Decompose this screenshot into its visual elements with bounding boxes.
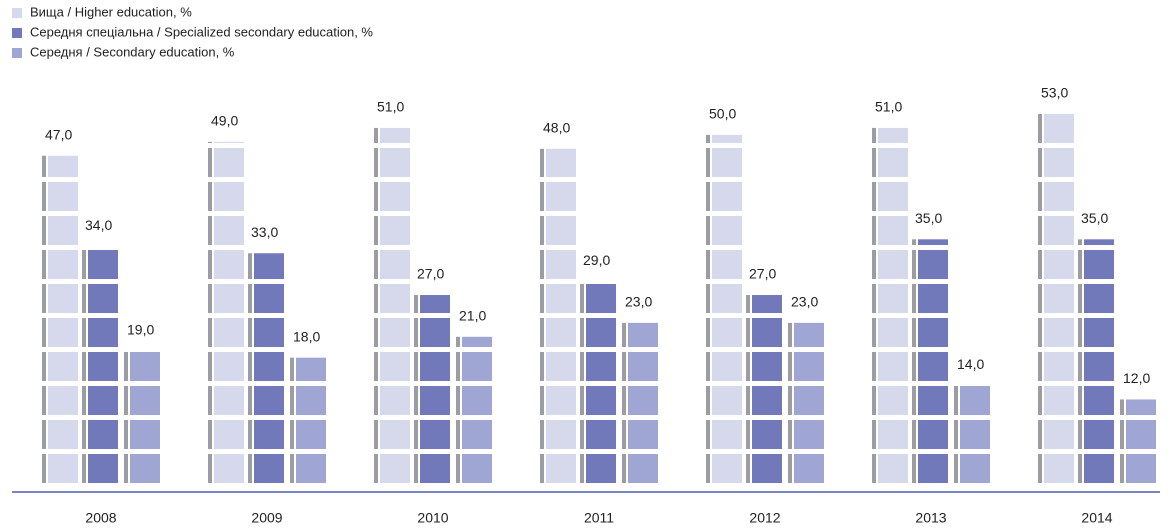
bar: [1078, 239, 1114, 483]
legend-label: Середня / Secondary education, %: [30, 44, 235, 59]
x-tick-label: 2014: [1081, 510, 1112, 526]
x-tick-label: 2008: [85, 510, 116, 526]
data-label: 33,0: [251, 224, 278, 240]
legend-swatch: [12, 8, 22, 18]
data-label: 47,0: [45, 126, 72, 142]
data-label: 29,0: [583, 252, 610, 268]
bar: [208, 141, 244, 483]
x-tick-label: 2010: [417, 510, 448, 526]
bar: [456, 336, 492, 483]
data-label: 53,0: [1041, 85, 1068, 101]
data-label: 19,0: [127, 321, 154, 337]
data-label: 51,0: [875, 99, 902, 115]
x-tick-label: 2013: [915, 510, 946, 526]
data-label: 35,0: [915, 210, 942, 226]
bar: [706, 134, 742, 484]
bar: [580, 281, 616, 483]
data-label: 34,0: [85, 217, 112, 233]
legend-label: Вища / Higher education, %: [30, 4, 192, 19]
bar: [124, 350, 160, 483]
bar: [374, 127, 410, 483]
data-label: 48,0: [543, 120, 570, 136]
bar: [248, 253, 284, 483]
data-label: 35,0: [1081, 210, 1108, 226]
legend-label: Середня спеціальна / Specialized seconda…: [30, 24, 373, 39]
data-label: 14,0: [957, 356, 984, 372]
bar: [540, 148, 576, 483]
bar: [954, 385, 990, 483]
data-label: 27,0: [749, 266, 776, 282]
bar: [912, 239, 948, 483]
bar: [746, 295, 782, 483]
x-tick-label: 2011: [584, 510, 614, 526]
data-label: 23,0: [625, 294, 652, 310]
bar: [872, 127, 908, 483]
data-label: 12,0: [1123, 370, 1150, 386]
data-label: 18,0: [293, 328, 320, 344]
data-label: 50,0: [709, 106, 736, 122]
bar: [622, 322, 658, 483]
legend-swatch: [12, 28, 22, 38]
bar: [290, 357, 326, 483]
x-tick-label: 2012: [749, 510, 780, 526]
bar: [42, 155, 78, 483]
data-label: 23,0: [791, 294, 818, 310]
data-label: 21,0: [459, 307, 486, 323]
bar: [1120, 399, 1156, 483]
bar: [82, 246, 118, 483]
data-label: 51,0: [377, 99, 404, 115]
data-label: 49,0: [211, 113, 238, 129]
x-tick-label: 2009: [251, 510, 282, 526]
bar: [788, 322, 824, 483]
bar: [1038, 114, 1074, 483]
data-label: 27,0: [417, 266, 444, 282]
bar: [414, 295, 450, 483]
legend-swatch: [12, 48, 22, 58]
